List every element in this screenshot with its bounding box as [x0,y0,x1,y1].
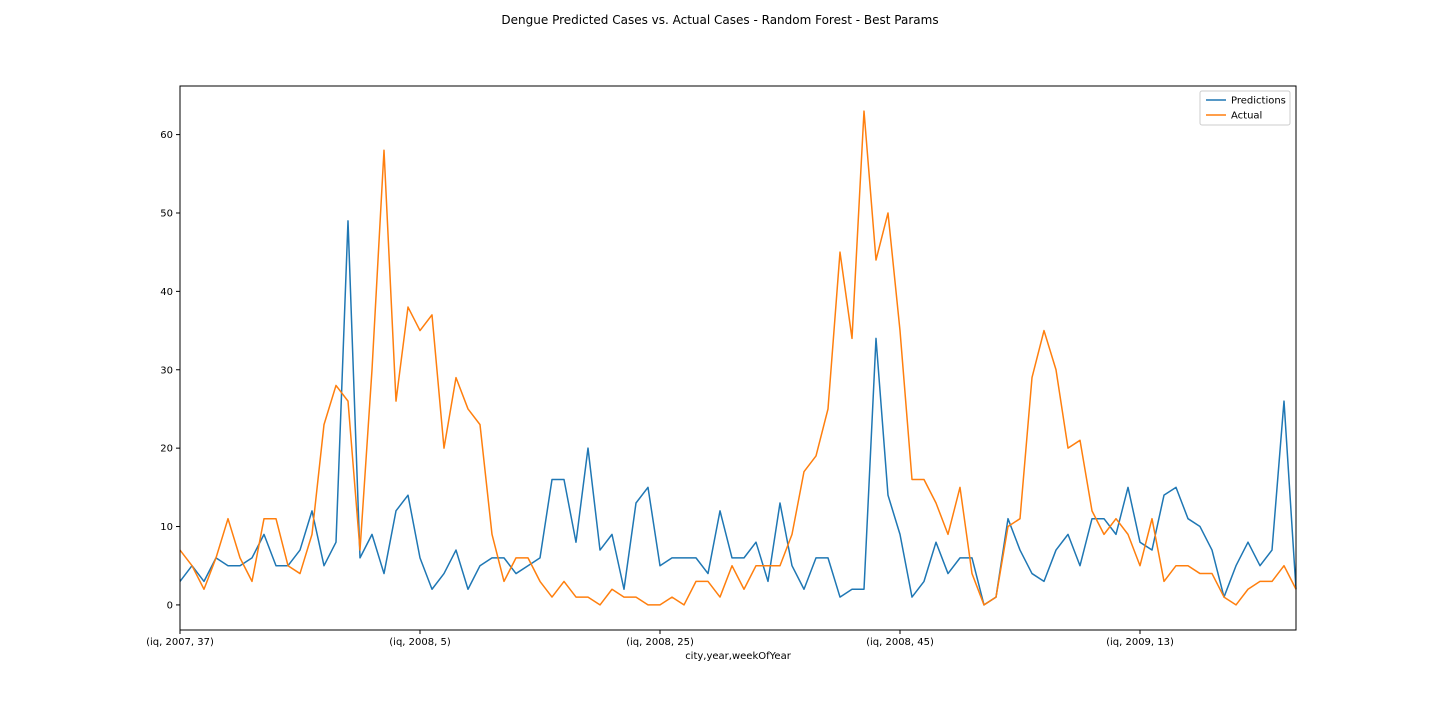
x-tick-label: (iq, 2007, 37) [146,637,214,648]
x-tick-label: (iq, 2009, 13) [1106,637,1174,648]
x-tick-label: (iq, 2008, 5) [389,637,451,648]
y-tick-label: 10 [160,522,173,533]
chart-title: Dengue Predicted Cases vs. Actual Cases … [501,13,938,27]
legend-label-predictions: Predictions [1231,96,1286,107]
x-axis: (iq, 2007, 37) (iq, 2008, 5) (iq, 2008, 25… [146,630,1174,648]
axes-frame [179,85,1297,631]
series-line-predictions [179,220,1297,606]
series-line-actual [179,110,1297,606]
y-tick-label: 40 [160,287,173,298]
y-tick-label: 20 [160,444,173,455]
series-layer [179,110,1297,606]
y-axis: 0 10 20 30 40 50 60 [160,130,180,611]
legend-label-actual: Actual [1231,111,1262,122]
y-tick-label: 30 [160,365,173,376]
y-tick-label: 0 [167,600,173,611]
legend: Predictions Actual [1199,90,1291,126]
x-tick-label: (iq, 2008, 25) [626,637,694,648]
x-axis-label: city,year,weekOfYear [685,651,792,662]
y-tick-label: 60 [160,130,173,141]
y-tick-label: 50 [160,208,173,219]
x-tick-label: (iq, 2008, 45) [866,637,934,648]
